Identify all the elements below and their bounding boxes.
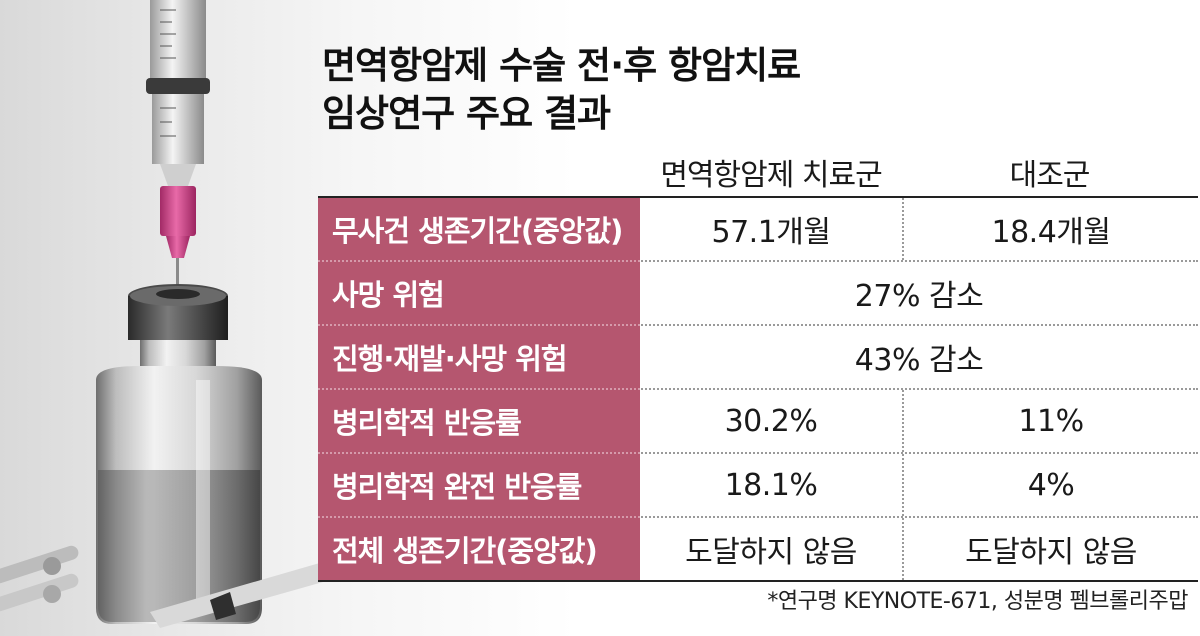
- table-row: 무사건 생존기간(중앙값) 57.1개월 18.4개월: [318, 198, 1198, 260]
- column-header-control: 대조군: [1009, 158, 1091, 193]
- table-row: 사망 위험 27% 감소: [318, 260, 1198, 324]
- row-label: 전체 생존기간(중앙값): [318, 516, 640, 580]
- table-row: 진행·재발·사망 위험 43% 감소: [318, 324, 1198, 388]
- control-value: 11%: [1018, 403, 1084, 439]
- treatment-value: 18.1%: [640, 454, 904, 516]
- treatment-value: 57.1개월: [640, 198, 904, 260]
- table-row: 병리학적 반응률 30.2% 11%: [318, 388, 1198, 452]
- table-row: 전체 생존기간(중앙값) 도달하지 않음 도달하지 않음: [318, 516, 1198, 580]
- control-value: 도달하지 않음: [965, 535, 1137, 570]
- row-label: 병리학적 완전 반응률: [318, 452, 640, 516]
- table-row: 병리학적 완전 반응률 18.1% 4%: [318, 452, 1198, 516]
- page-title: 면역항암제 수술 전·후 항암치료 임상연구 주요 결과: [322, 42, 882, 138]
- syringe-vial-illustration: [0, 0, 330, 636]
- title-line-2: 임상연구 주요 결과: [322, 92, 611, 135]
- syringe-and-vial-icon: [0, 0, 330, 628]
- column-header-treatment: 면역항암제 치료군: [660, 158, 882, 193]
- row-label: 사망 위험: [318, 260, 640, 324]
- merged-value: 27% 감소: [854, 279, 984, 314]
- row-label: 진행·재발·사망 위험: [318, 324, 640, 388]
- title-line-1: 면역항암제 수술 전·후 항암치료: [322, 44, 801, 87]
- merged-value: 43% 감소: [854, 343, 984, 378]
- treatment-value: 도달하지 않음: [640, 518, 904, 580]
- control-value: 4%: [1027, 467, 1075, 503]
- row-label: 무사건 생존기간(중앙값): [318, 198, 640, 260]
- treatment-value: 30.2%: [640, 390, 904, 452]
- results-table: 무사건 생존기간(중앙값) 57.1개월 18.4개월 사망 위험 27% 감소…: [318, 196, 1198, 582]
- row-label: 병리학적 반응률: [318, 388, 640, 452]
- control-value: 18.4개월: [991, 215, 1112, 250]
- footnote: *연구명 KEYNOTE-671, 성분명 펨브롤리주맙: [767, 589, 1188, 614]
